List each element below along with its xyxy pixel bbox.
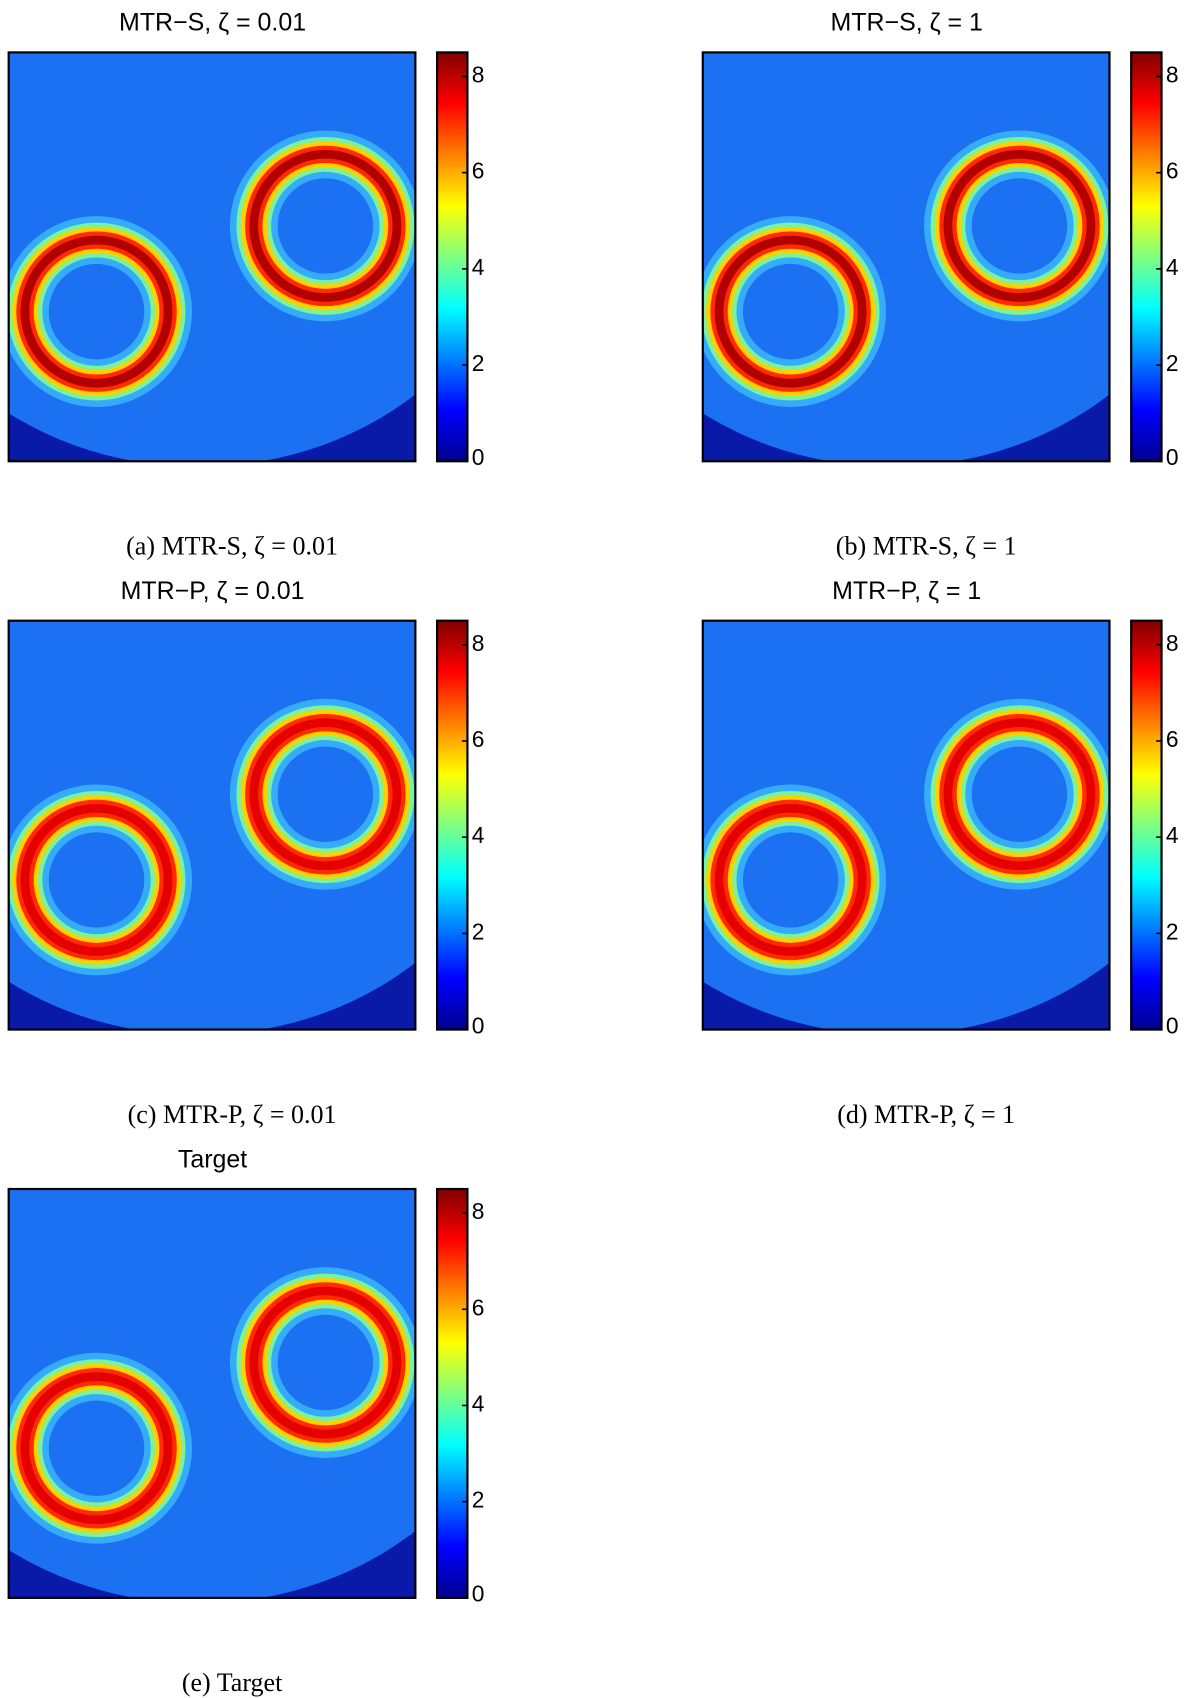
- figure: MTR−S, ζ = 0.0102468(a) MTR-S, ζ = 0.01M…: [0, 0, 1193, 1698]
- colorbar-tick-label: 0: [472, 1012, 485, 1038]
- panel: MTR−P, ζ = 0.01 0 2 4 6 8 (c) MTR-P, ζ = 0.01: [0, 467, 524, 1129]
- colorbar-tick-label: 0: [472, 1581, 485, 1607]
- panel-title: MTR−P, ζ = 1: [832, 577, 981, 605]
- colorbar-tick-label: 6: [472, 158, 485, 184]
- panel-title: Target: [178, 1145, 247, 1173]
- panel: MTR−S, ζ = 1 0 2 4 6 8 (b) MTR-S, ζ = 1: [567, 0, 1193, 561]
- colorbar: [437, 52, 467, 461]
- page: {"panels": [ {"title": "MTR−S, ζ = 0.01"…: [0, 0, 1193, 1698]
- heatmap: [567, 0, 1193, 467]
- panel-caption: (c) MTR-P, ζ = 0.01: [128, 1100, 337, 1129]
- colorbar-tick-label: 8: [472, 630, 485, 656]
- colorbar-tick-label: 4: [472, 1390, 485, 1416]
- heatmap-content: [567, 0, 1193, 467]
- colorbar-tick-label: 6: [1166, 726, 1179, 752]
- colorbar-tick-label: 6: [472, 726, 485, 752]
- panel-caption: (b) MTR-S, ζ = 1: [836, 532, 1017, 561]
- colorbar-tick-label: 2: [472, 350, 485, 376]
- colorbar-tick-label: 8: [1166, 61, 1179, 87]
- panel: MTR−S, ζ = 0.01 0 2 4 6 8 (a) MTR-S, ζ = 0.01: [0, 0, 524, 561]
- panel-caption: (d) MTR-P, ζ = 1: [837, 1100, 1015, 1129]
- colorbar-tick-label: 0: [1166, 444, 1179, 470]
- colorbar: [1131, 621, 1161, 1030]
- panel-title: MTR−P, ζ = 0.01: [121, 577, 305, 605]
- panel: MTR−P, ζ = 1 0 2 4 6 8 (d) MTR-P, ζ = 1: [567, 467, 1193, 1129]
- colorbar-tick-label: 2: [1166, 350, 1179, 376]
- colorbar: [437, 621, 467, 1030]
- panel-caption: (a) MTR-S, ζ = 0.01: [126, 532, 338, 561]
- colorbar-tick-label: 6: [1166, 158, 1179, 184]
- colorbar-tick-label: 4: [472, 822, 485, 848]
- colorbar-tick-label: 6: [472, 1294, 485, 1320]
- panel-title: MTR−S, ζ = 1: [831, 9, 983, 37]
- colorbar-tick-label: 8: [472, 61, 485, 87]
- colorbar-tick-label: 4: [1166, 822, 1179, 848]
- colorbar-tick-label: 0: [1166, 1012, 1179, 1038]
- panel: Target 0 2 4 6 8 (e) Target: [0, 1035, 524, 1697]
- panel-title: MTR−S, ζ = 0.01: [119, 9, 306, 37]
- colorbar-tick-label: 2: [472, 918, 485, 944]
- colorbar-tick-label: 8: [1166, 630, 1179, 656]
- colorbar: [1131, 52, 1161, 461]
- colorbar-tick-label: 0: [472, 444, 485, 470]
- panel-caption: (e) Target: [182, 1668, 283, 1697]
- colorbar-tick-label: 2: [1166, 918, 1179, 944]
- colorbar-tick-label: 2: [472, 1487, 485, 1513]
- colorbar: [437, 1189, 467, 1598]
- colorbar-tick-label: 4: [472, 254, 485, 280]
- colorbar-tick-label: 4: [1166, 254, 1179, 280]
- colorbar-tick-label: 8: [472, 1198, 485, 1224]
